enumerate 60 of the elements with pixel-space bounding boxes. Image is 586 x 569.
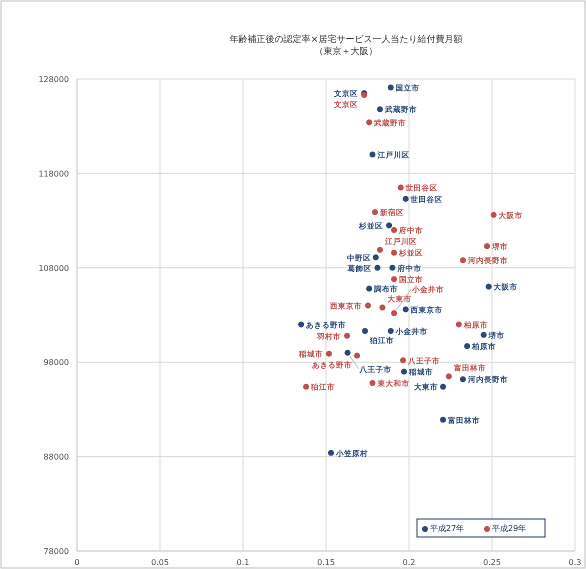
- point: [440, 416, 446, 423]
- point: [344, 332, 350, 339]
- point: [460, 376, 466, 382]
- point: [400, 357, 406, 364]
- y-tick-label: 128000: [38, 75, 69, 84]
- point: [303, 384, 310, 390]
- point: [440, 384, 446, 390]
- chart-subtitle: （東京＋大阪）: [314, 46, 378, 57]
- point: [391, 276, 398, 282]
- point: [484, 243, 490, 250]
- point: [464, 343, 470, 350]
- point: [344, 350, 351, 356]
- legend-label: 平成29年: [492, 524, 526, 533]
- point: [389, 264, 396, 271]
- point: [490, 212, 497, 218]
- point: [326, 350, 332, 357]
- point: [376, 106, 383, 112]
- point: [362, 328, 368, 334]
- point: [379, 304, 386, 310]
- point: [456, 321, 462, 328]
- y-tick-label: 98000: [44, 358, 69, 368]
- point: [388, 84, 394, 90]
- point: [402, 306, 409, 312]
- y-tick-label: 78000: [44, 547, 69, 556]
- point: [328, 450, 334, 456]
- x-tick-label: 0.2: [402, 558, 416, 567]
- legend-label: 平成27年: [430, 524, 464, 533]
- x-tick-label: 0.15: [317, 558, 335, 567]
- y-tick-label: 118000: [38, 169, 69, 178]
- point: [369, 380, 376, 386]
- y-tick-label: 88000: [44, 452, 69, 462]
- point: [391, 227, 398, 234]
- point: [354, 352, 360, 359]
- x-tick-label: 0.1: [236, 558, 250, 567]
- x-tick-label: 0: [74, 558, 80, 567]
- point: [376, 246, 383, 253]
- x-tick-label: 0.05: [151, 558, 169, 567]
- x-tick-label: 0.3: [568, 558, 582, 567]
- point: [369, 152, 376, 158]
- point: [402, 196, 409, 202]
- point: [480, 332, 487, 338]
- point: [391, 250, 398, 256]
- chart-title: 年齢補正後の認定率×居宅サービス一人当たり給付費月額: [230, 34, 462, 45]
- point: [298, 321, 304, 328]
- point: [398, 184, 404, 191]
- point: [366, 286, 372, 292]
- point: [365, 302, 371, 309]
- point: [401, 368, 408, 375]
- point: [446, 373, 452, 380]
- point: [391, 310, 398, 316]
- point: [386, 222, 392, 228]
- y-tick-label: 108000: [38, 264, 69, 273]
- point: [372, 209, 378, 216]
- point: [374, 264, 380, 271]
- point: [486, 284, 492, 290]
- point: [372, 254, 379, 260]
- point: [366, 119, 372, 126]
- x-tick-label: 0.25: [483, 558, 501, 567]
- point: [388, 328, 394, 334]
- point: [460, 257, 466, 264]
